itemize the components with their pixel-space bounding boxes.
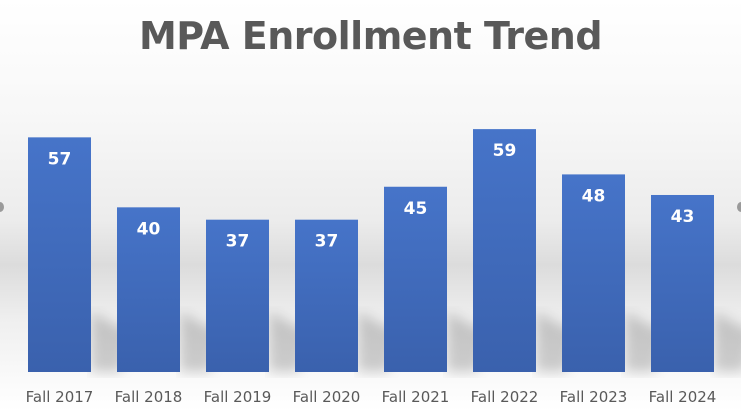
data-label: 45	[404, 199, 428, 219]
bar-fall-2018[interactable]	[117, 207, 180, 372]
x-tick-label: Fall 2022	[471, 388, 539, 406]
x-tick-label: Fall 2021	[382, 388, 450, 406]
bar-fall-2024[interactable]	[651, 194, 714, 372]
data-label: 40	[137, 219, 161, 239]
resize-handle-right[interactable]	[737, 202, 741, 212]
bar-fall-2019[interactable]	[206, 219, 269, 372]
data-label: 59	[493, 141, 517, 161]
resize-handle-left[interactable]	[0, 202, 4, 212]
bar-fall-2022[interactable]	[473, 129, 536, 372]
x-tick-label: Fall 2024	[649, 388, 717, 406]
x-tick-label: Fall 2018	[115, 388, 183, 406]
chart-title: MPA Enrollment Trend	[138, 14, 603, 58]
bar-fall-2021[interactable]	[384, 186, 447, 372]
data-label: 57	[48, 149, 72, 169]
x-tick-label: Fall 2017	[26, 388, 94, 406]
x-tick-label: Fall 2023	[560, 388, 628, 406]
bar-fall-2023[interactable]	[562, 174, 625, 372]
data-label: 37	[315, 232, 339, 252]
data-label: 37	[226, 232, 250, 252]
bar-fall-2020[interactable]	[295, 219, 358, 372]
bar-fall-2017[interactable]	[28, 137, 91, 372]
data-label: 43	[671, 207, 695, 227]
bar-shadow	[714, 312, 741, 372]
data-label: 48	[582, 186, 606, 206]
x-tick-label: Fall 2020	[293, 388, 361, 406]
x-tick-label: Fall 2019	[204, 388, 272, 406]
